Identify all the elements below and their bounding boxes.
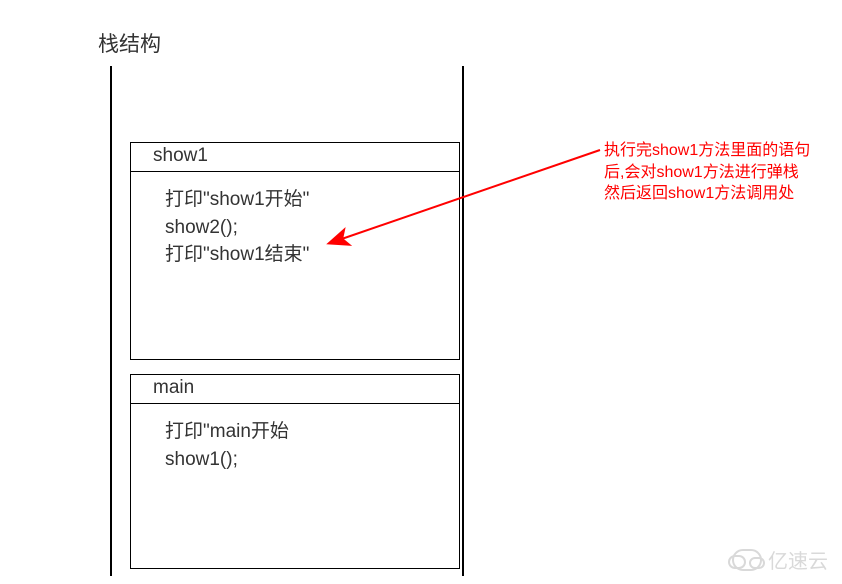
frame-header: main — [131, 375, 459, 404]
code-line: 打印"show1开始" — [165, 186, 459, 214]
code-line: 打印"main开始 — [165, 418, 459, 446]
annotation-line: 然后返回show1方法调用处 — [604, 183, 814, 205]
code-line: 打印"show1结束" — [165, 241, 459, 269]
diagram-title: 栈结构 — [98, 28, 161, 58]
watermark-text: 亿速云 — [768, 545, 828, 574]
cloud-icon — [732, 549, 762, 571]
stack-frame-show1: show1 打印"show1开始" show2(); 打印"show1结束" — [130, 142, 460, 360]
stack-frame-main: main 打印"main开始 show1(); — [130, 374, 460, 569]
code-line: show1(); — [165, 446, 459, 474]
code-line: show2(); — [165, 214, 459, 242]
annotation-text: 执行完show1方法里面的语句 后,会对show1方法进行弹栈 然后返回show… — [604, 140, 814, 205]
frame-body: 打印"main开始 show1(); — [131, 404, 459, 473]
frame-body: 打印"show1开始" show2(); 打印"show1结束" — [131, 172, 459, 269]
annotation-line: 执行完show1方法里面的语句 — [604, 140, 814, 162]
watermark: 亿速云 — [732, 545, 828, 574]
frame-header: show1 — [131, 143, 459, 172]
annotation-line: 后,会对show1方法进行弹栈 — [604, 162, 814, 184]
